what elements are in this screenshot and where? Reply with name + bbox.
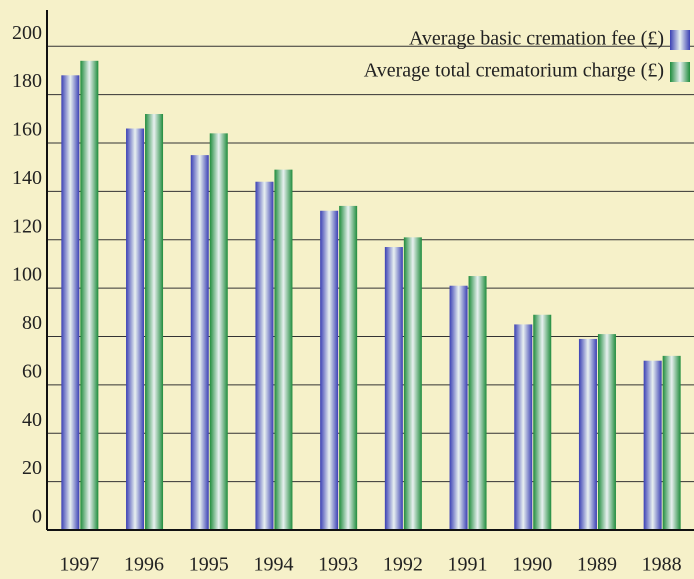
bar (578, 338, 597, 530)
y-tick-label: 20 (22, 457, 42, 479)
x-tick-label: 1993 (318, 554, 358, 576)
y-tick-label: 120 (12, 215, 42, 237)
bar (61, 75, 80, 531)
bar (339, 205, 358, 530)
x-tick-label: 1989 (577, 554, 617, 576)
legend-label: Average total crematorium charge (£) (364, 60, 664, 82)
legend-label: Average basic cremation fee (£) (409, 28, 664, 50)
bar (468, 276, 487, 530)
legend-swatch (670, 62, 690, 82)
x-tick-label: 1990 (512, 554, 552, 576)
bar (533, 314, 552, 530)
bar (514, 324, 533, 530)
x-tick-label: 1992 (383, 554, 423, 576)
bar (190, 155, 209, 530)
y-tick-label: 200 (12, 22, 42, 44)
legend-swatch (670, 30, 690, 50)
x-tick-label: 1996 (124, 554, 164, 576)
y-tick-label: 140 (12, 167, 42, 189)
y-tick-label: 100 (12, 264, 42, 286)
x-tick-label: 1995 (189, 554, 229, 576)
bar (320, 210, 339, 530)
bar (449, 285, 468, 530)
bar (274, 169, 293, 530)
y-tick-label: 160 (12, 119, 42, 141)
bar (145, 114, 164, 530)
bar (597, 334, 616, 530)
x-tick-label: 1988 (642, 554, 682, 576)
y-tick-label: 180 (12, 70, 42, 92)
x-tick-label: 1994 (253, 554, 293, 576)
bar (255, 181, 274, 530)
bar (209, 133, 228, 531)
x-tick-label: 1991 (448, 554, 488, 576)
bar (126, 128, 145, 530)
y-tick-label: 0 (32, 506, 42, 528)
y-tick-label: 80 (22, 312, 42, 334)
bar (80, 60, 99, 530)
bar (662, 355, 681, 530)
y-tick-label: 60 (22, 360, 42, 382)
y-tick-label: 40 (22, 409, 42, 431)
x-tick-label: 1997 (59, 554, 99, 576)
bar (384, 247, 403, 530)
bar (403, 237, 422, 531)
bar (643, 360, 662, 530)
